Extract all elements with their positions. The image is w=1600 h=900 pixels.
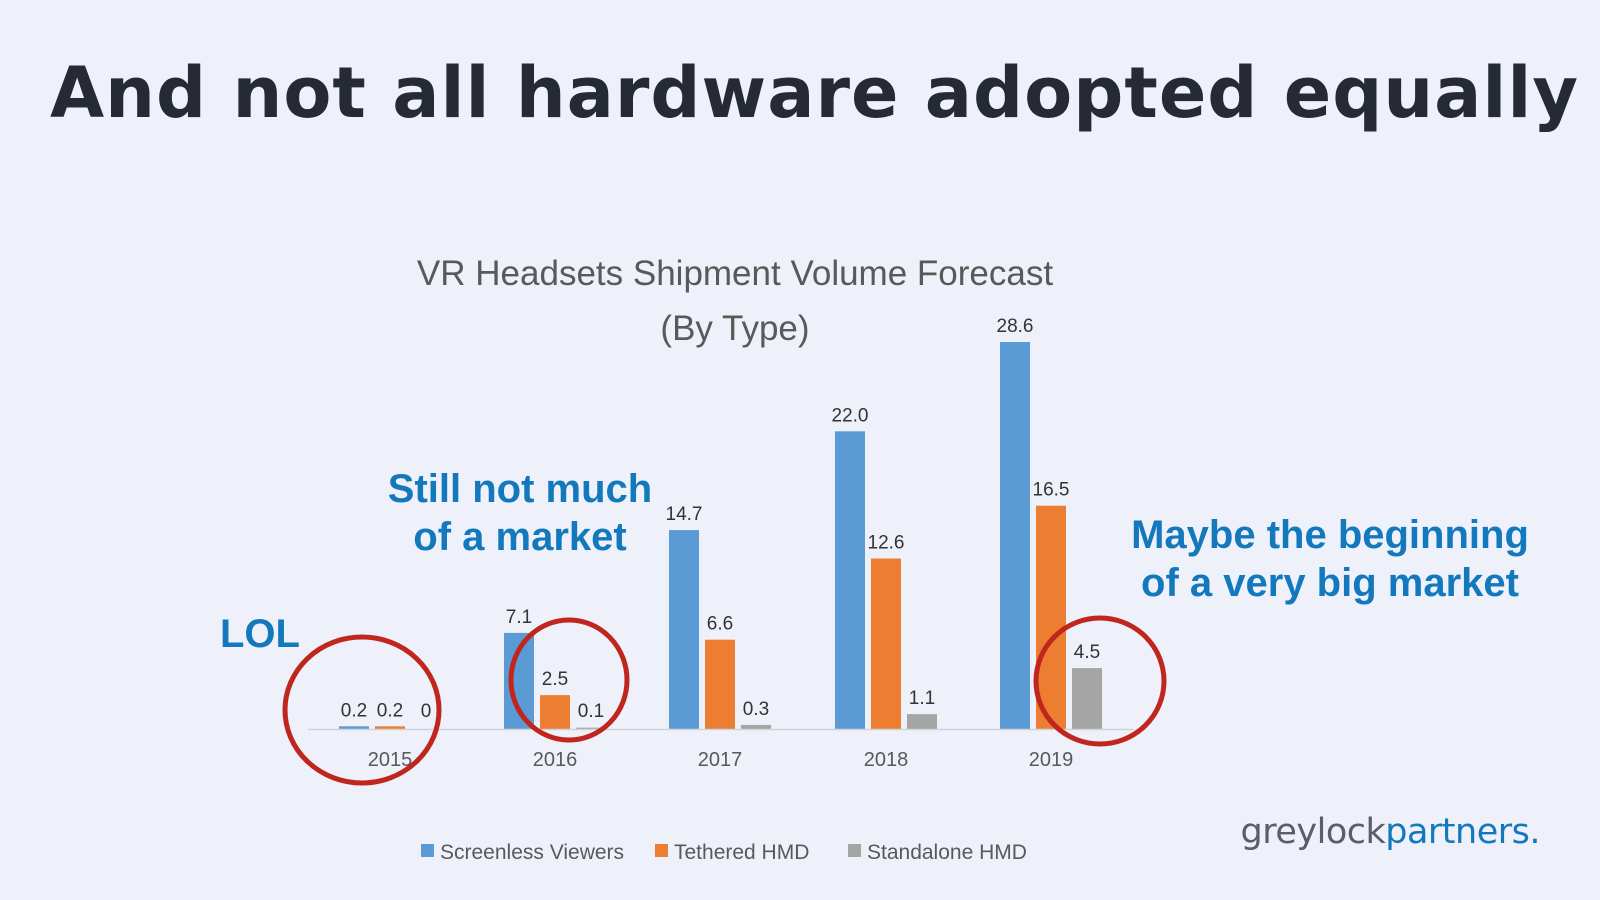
legend-swatch-tethered-hmd — [655, 844, 668, 857]
annotation-still-not-much: Still not much of a market — [370, 465, 670, 561]
bar-tethered-hmd-2016 — [540, 695, 570, 729]
chart-bars — [339, 342, 1102, 729]
value-label-standalone-hmd-2019: 4.5 — [1074, 642, 1100, 663]
value-label-screenless-viewers-2015: 0.2 — [341, 700, 367, 721]
bar-standalone-hmd-2017 — [741, 724, 771, 729]
value-label-standalone-hmd-2018: 1.1 — [909, 688, 935, 709]
value-label-screenless-viewers-2018: 22.0 — [832, 405, 869, 426]
bar-tethered-hmd-2018 — [871, 558, 901, 729]
legend-label-tethered-hmd: Tethered HMD — [674, 841, 809, 864]
value-label-tethered-hmd-2019: 16.5 — [1033, 480, 1070, 501]
annotation-maybe-big-market: Maybe the beginning of a very big market — [1120, 511, 1540, 607]
x-tick-label-2018: 2018 — [864, 749, 909, 771]
value-label-screenless-viewers-2016: 7.1 — [506, 607, 532, 628]
bar-standalone-hmd-2016 — [576, 727, 606, 729]
x-tick-label-2015: 2015 — [368, 749, 413, 771]
chart-title-line-2: (By Type) — [660, 309, 809, 348]
greylock-partners-logo: greylockpartners. — [1240, 812, 1541, 852]
bar-tethered-hmd-2019 — [1036, 505, 1066, 729]
highlight-circle-2015 — [282, 634, 442, 786]
bar-tethered-hmd-2015 — [375, 726, 405, 729]
legend-label-screenless-viewers: Screenless Viewers — [440, 841, 624, 864]
x-tick-label-2017: 2017 — [698, 749, 743, 771]
bar-screenless-viewers-2017 — [669, 530, 699, 729]
bar-screenless-viewers-2018 — [835, 431, 865, 729]
annotation-still-line1: Still not much — [387, 467, 653, 511]
logo-text-greylock: greylock — [1240, 812, 1386, 852]
bar-screenless-viewers-2019 — [1000, 342, 1030, 729]
highlight-circles — [282, 615, 1167, 786]
chart-title-line-1: VR Headsets Shipment Volume Forecast — [417, 254, 1053, 293]
value-label-tethered-hmd-2015: 0.2 — [377, 700, 403, 721]
value-label-standalone-hmd-2017: 0.3 — [743, 699, 769, 720]
x-tick-labels: 2015 2016 2017 2018 2019 — [368, 749, 1074, 771]
legend-swatch-screenless-viewers — [421, 844, 434, 857]
chart-title: VR Headsets Shipment Volume Forecast (By … — [417, 254, 1053, 348]
annotation-lol-text: LOL — [220, 612, 300, 656]
slide-title: And not all hardware adopted equally — [50, 52, 1580, 134]
value-label-tethered-hmd-2017: 6.6 — [707, 614, 733, 635]
bar-standalone-hmd-2019 — [1072, 668, 1102, 729]
value-label-screenless-viewers-2017: 14.7 — [666, 504, 703, 525]
value-labels: 0.2 0.2 0 7.1 2.5 0.1 14.7 6.6 0.3 22.0 12.6 1.1 28.… — [341, 316, 1100, 722]
bar-tethered-hmd-2017 — [705, 639, 735, 729]
x-tick-label-2016: 2016 — [533, 749, 578, 771]
value-label-tethered-hmd-2018: 12.6 — [868, 533, 905, 554]
annotation-lol: LOL — [220, 610, 300, 658]
value-label-screenless-viewers-2019: 28.6 — [997, 316, 1034, 337]
value-label-tethered-hmd-2016: 2.5 — [542, 669, 568, 690]
legend-label-standalone-hmd: Standalone HMD — [867, 841, 1027, 864]
chart-legend: Screenless Viewers Tethered HMD Standalone… — [421, 841, 1027, 864]
logo-text-partners: partners. — [1385, 812, 1540, 852]
annotation-maybe-line2: of a very big market — [1141, 561, 1519, 605]
legend-swatch-standalone-hmd — [848, 844, 861, 857]
annotation-maybe-line1: Maybe the beginning — [1131, 513, 1529, 557]
highlight-circle-2019 — [1033, 615, 1167, 747]
bar-screenless-viewers-2015 — [339, 726, 369, 729]
x-tick-label-2019: 2019 — [1029, 749, 1074, 771]
bar-standalone-hmd-2018 — [907, 714, 937, 729]
highlight-circle-2016 — [508, 617, 630, 743]
value-label-standalone-hmd-2015: 0 — [421, 701, 432, 722]
annotation-still-line2: of a market — [413, 515, 627, 559]
value-label-standalone-hmd-2016: 0.1 — [578, 701, 604, 722]
